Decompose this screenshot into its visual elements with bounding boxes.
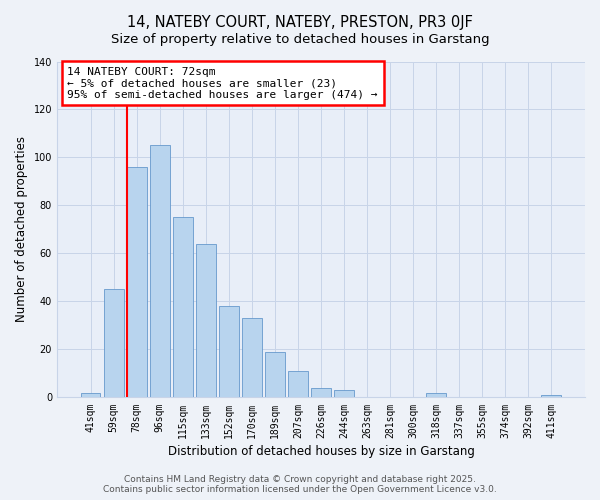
Text: Size of property relative to detached houses in Garstang: Size of property relative to detached ho… [110, 32, 490, 46]
Bar [150, 146, 170, 398]
Bar [196, 244, 215, 398]
Bar [219, 306, 239, 398]
Bar [265, 352, 284, 398]
Bar [127, 167, 146, 398]
Text: Contains HM Land Registry data © Crown copyright and database right 2025.
Contai: Contains HM Land Registry data © Crown c… [103, 474, 497, 494]
Bar [173, 218, 193, 398]
Text: 14, NATEBY COURT, NATEBY, PRESTON, PR3 0JF: 14, NATEBY COURT, NATEBY, PRESTON, PR3 0… [127, 15, 473, 30]
Bar [541, 395, 561, 398]
Text: 14 NATEBY COURT: 72sqm
← 5% of detached houses are smaller (23)
95% of semi-deta: 14 NATEBY COURT: 72sqm ← 5% of detached … [67, 66, 378, 100]
X-axis label: Distribution of detached houses by size in Garstang: Distribution of detached houses by size … [167, 444, 475, 458]
Bar [426, 392, 446, 398]
Bar [334, 390, 354, 398]
Bar [104, 290, 124, 398]
Bar [242, 318, 262, 398]
Y-axis label: Number of detached properties: Number of detached properties [15, 136, 28, 322]
Bar [81, 392, 100, 398]
Bar [311, 388, 331, 398]
Bar [288, 371, 308, 398]
